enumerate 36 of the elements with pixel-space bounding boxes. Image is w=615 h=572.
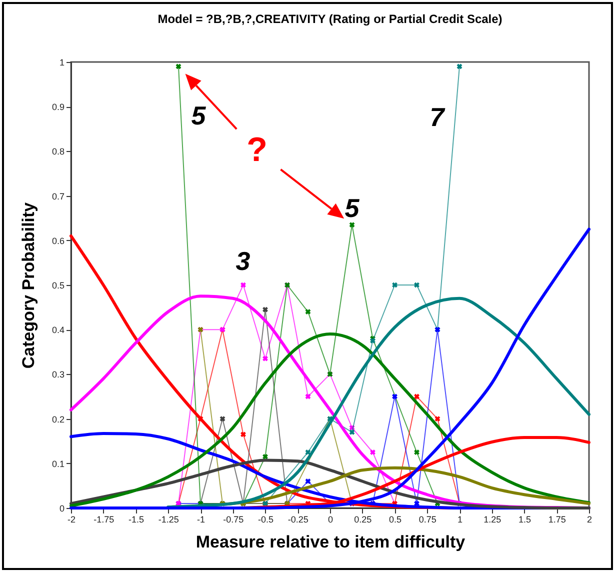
x-tick-label: 1	[457, 514, 463, 524]
annotation: 3	[236, 246, 251, 276]
y-tick-label: 0.8	[52, 146, 64, 157]
y-tick-label: 0.9	[52, 102, 64, 112]
x-tick-label: -1.5	[128, 514, 144, 524]
x-tick-label: -1.75	[94, 514, 114, 524]
x-tick-label: -1	[196, 514, 206, 524]
y-tick-label: 1	[59, 58, 64, 68]
annotation: 7	[430, 102, 446, 132]
chart-title: Model = ?B,?B,?,CREATIVITY (Rating or Partial Credit Scale)	[158, 12, 502, 26]
annotation: 5	[344, 192, 360, 223]
x-tick-label: -2	[67, 514, 76, 524]
y-tick-label: 0.1	[52, 458, 64, 469]
x-tick-label: -1.25	[158, 514, 179, 524]
y-tick-label: 0.7	[52, 191, 64, 202]
x-tick-label: -0.5	[258, 514, 274, 524]
x-tick-label: 1.25	[484, 514, 502, 524]
x-tick-label: -0.75	[223, 514, 244, 524]
x-axis-title: Measure relative to item difficulty	[196, 532, 466, 552]
y-tick-label: 0.3	[52, 370, 64, 380]
y-tick-label: 0.5	[52, 280, 64, 290]
y-tick-label: 0.4	[52, 325, 64, 336]
y-tick-label: 0.6	[52, 236, 64, 246]
x-tick-label: 1.75	[548, 514, 566, 524]
annotation: 5	[191, 100, 206, 130]
x-tick-label: 0.25	[354, 514, 372, 524]
y-tick-label: 0	[59, 504, 64, 514]
annotation: ?	[246, 131, 268, 169]
x-tick-label: -0.25	[288, 514, 308, 524]
x-tick-label: 0	[328, 514, 334, 524]
x-tick-label: 0.75	[418, 514, 436, 524]
y-axis-title: Category Probability	[18, 202, 38, 369]
x-tick-label: 2	[586, 514, 592, 524]
y-tick-label: 0.2	[52, 414, 64, 424]
x-tick-label: 1.5	[518, 514, 532, 524]
x-tick-label: 0.5	[388, 514, 402, 524]
